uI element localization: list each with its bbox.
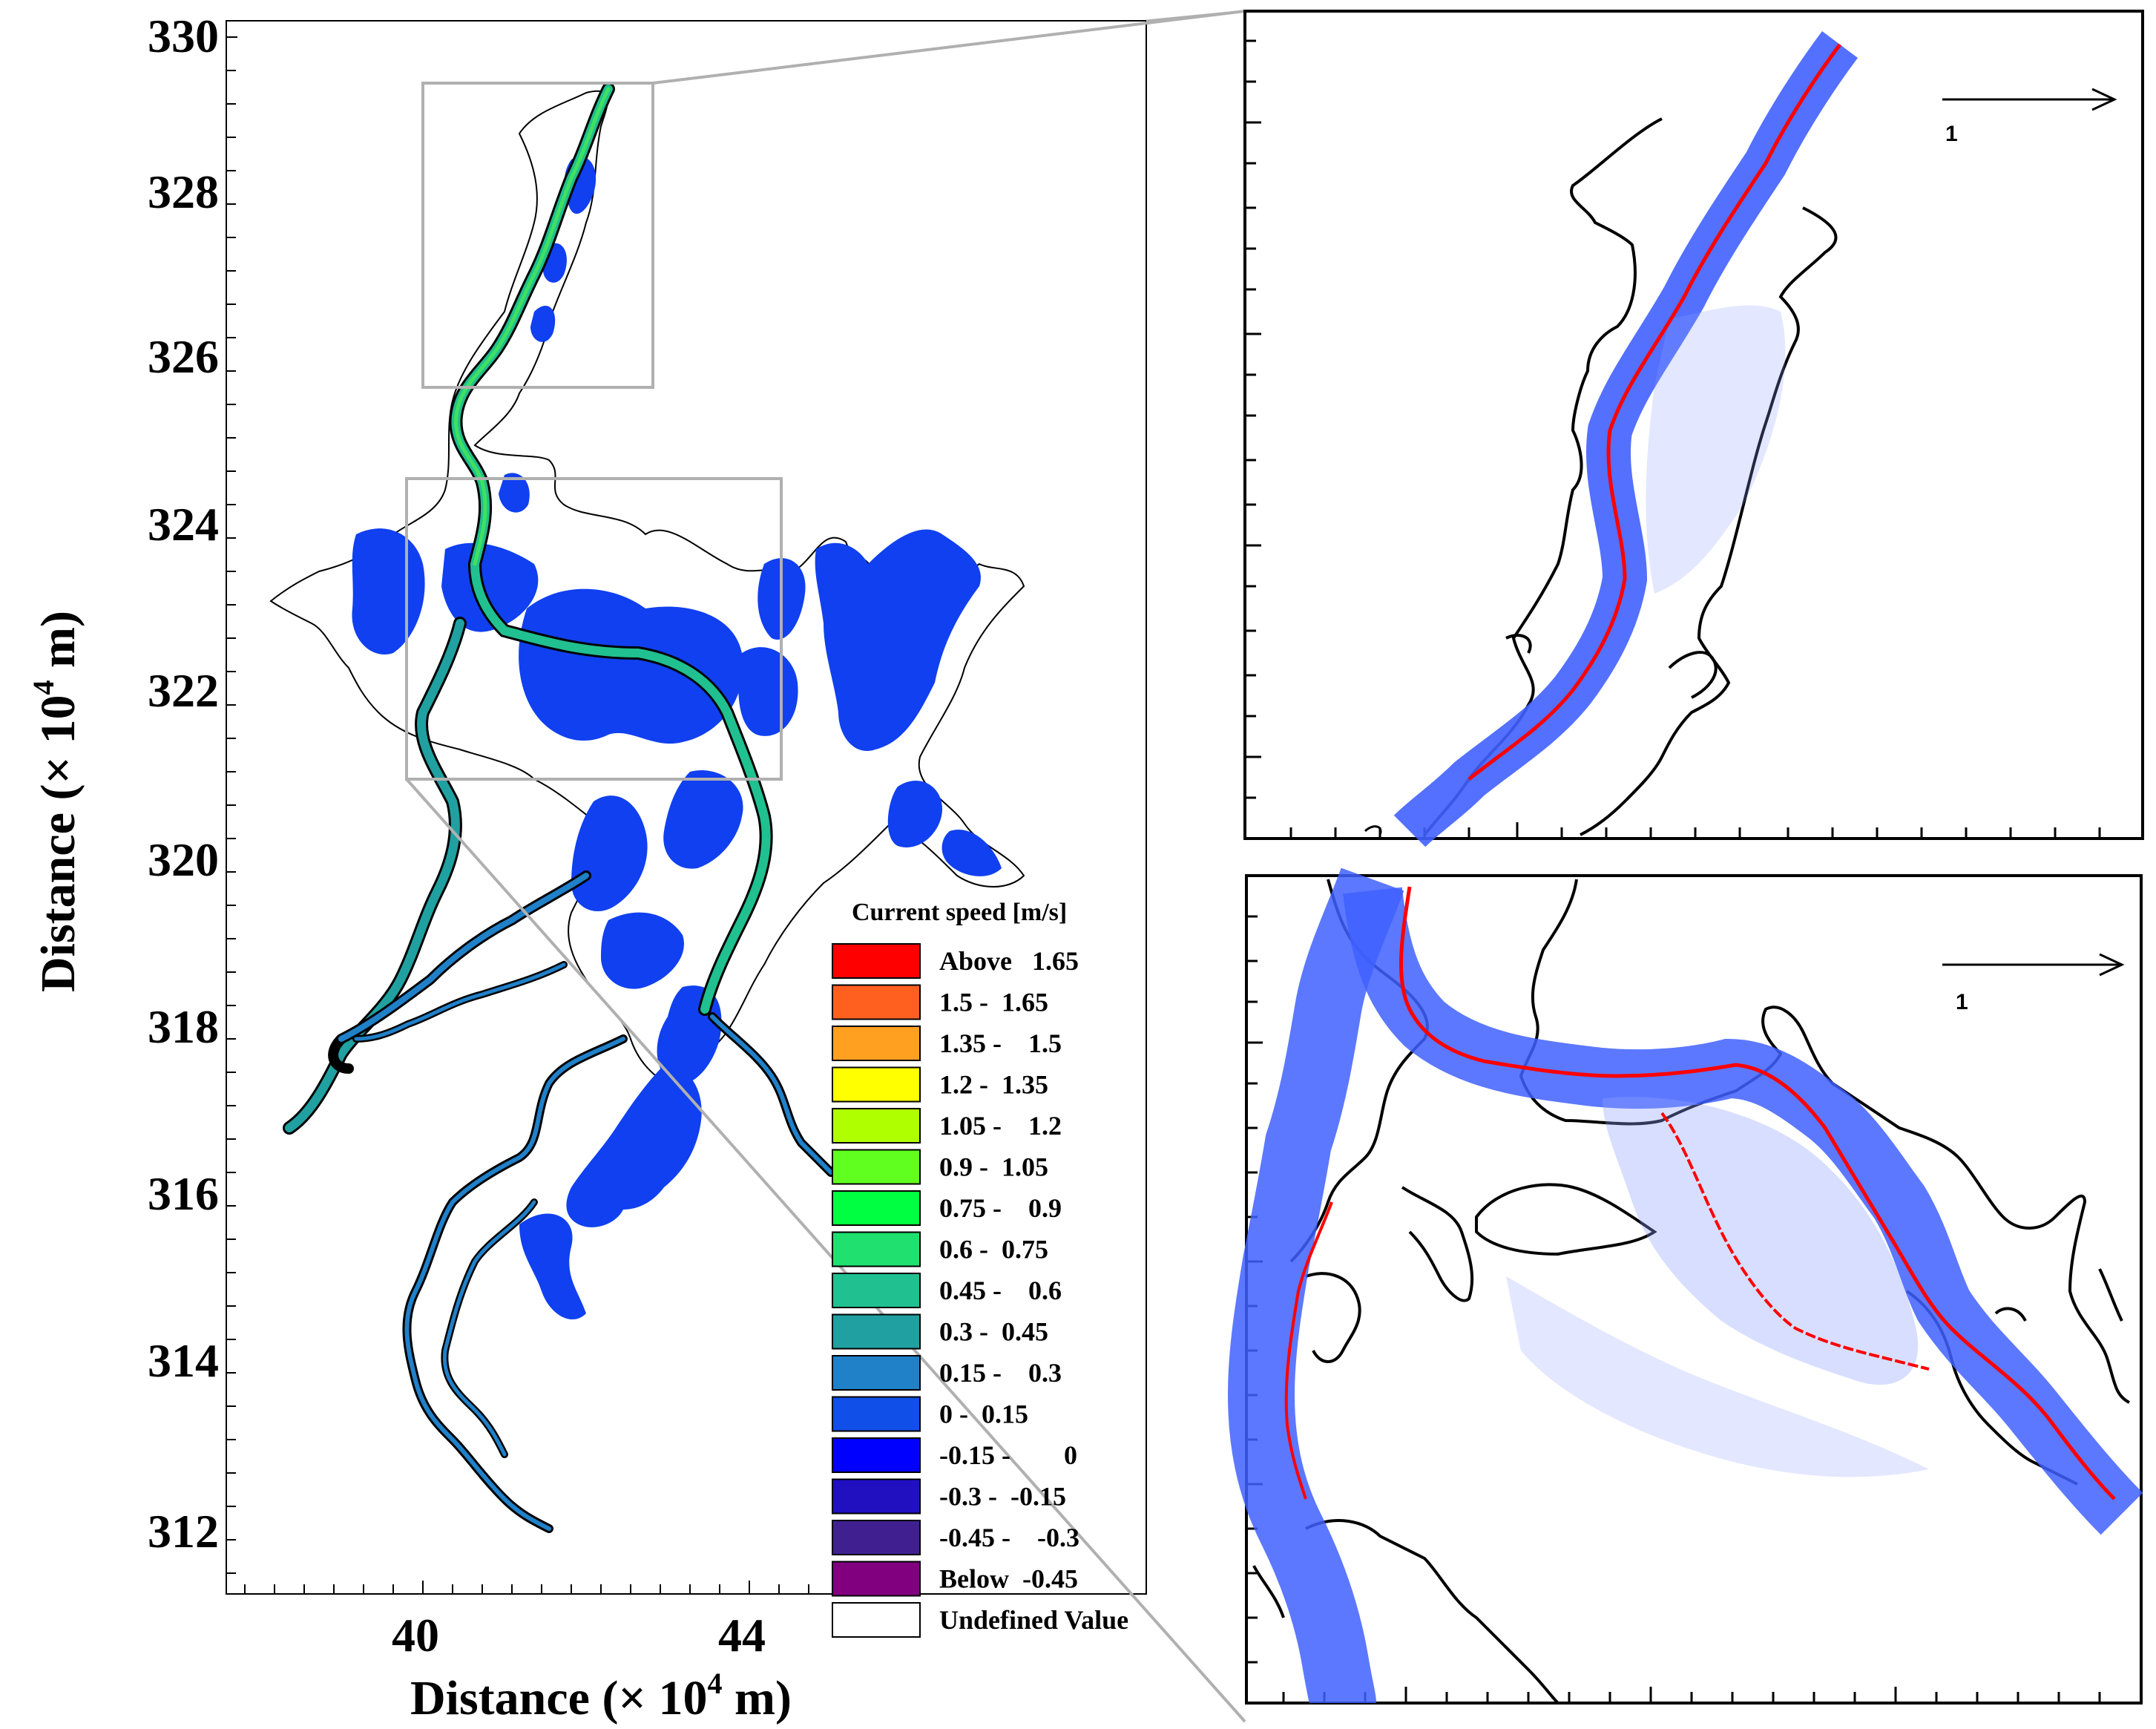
legend: Current speed [m/s] Above 1.65 1.5 - 1.65… [832, 899, 1128, 1638]
legend-swatch [832, 1026, 921, 1061]
legend-swatch [832, 984, 921, 1020]
connector-lower [405, 778, 1246, 1723]
connector-upper-top [652, 10, 1246, 85]
legend-title: Current speed [m/s] [852, 899, 1067, 926]
water-blue-areas [352, 157, 1002, 1320]
bottom-right-panel: 1 [1227, 867, 2143, 1707]
legend-label: 0.6 - 0.75 [939, 1235, 1048, 1264]
y-tick-324: 324 [148, 498, 219, 551]
legend-label: 0.45 - 0.6 [939, 1276, 1062, 1305]
legend-label: 0 - 0.15 [939, 1400, 1028, 1429]
inset-box-lower [405, 477, 783, 781]
left-map-x-minor-ticks [244, 1581, 809, 1594]
top-right-vector-label: 1 [1945, 122, 1958, 146]
lake-outline [269, 90, 1025, 1085]
y-tick-328: 328 [148, 165, 219, 218]
legend-swatch [832, 1602, 921, 1638]
top-right-panel: 1 [1243, 10, 2144, 847]
legend-swatch [832, 1437, 921, 1473]
top-right-islet [1364, 825, 1382, 836]
inset-box-upper [421, 82, 654, 389]
legend-label: Below -0.45 [939, 1564, 1078, 1594]
top-right-reference-vector: 1 [1942, 88, 2117, 146]
legend-label: 1.35 - 1.5 [939, 1028, 1062, 1058]
legend-swatch [832, 1561, 921, 1597]
legend-swatch [832, 1478, 921, 1515]
legend-swatch [832, 1231, 921, 1267]
legend-label: -0.3 - -0.15 [939, 1482, 1066, 1512]
legend-label: -0.15 - 0 [939, 1440, 1077, 1470]
legend-label: 1.05 - 1.2 [939, 1111, 1062, 1141]
left-map-y-tick-labels: 330 328 326 324 322 320 318 316 314 312 [148, 10, 219, 1558]
bottom-right-vector-label: 1 [1956, 990, 1968, 1014]
legend-label: Above 1.65 [939, 946, 1079, 976]
legend-swatch [832, 943, 921, 979]
connector-upper-left [1146, 10, 1246, 22]
legend-items: Above 1.65 1.5 - 1.65 1.35 - 1.5 1.2 - 1.35… [832, 943, 1128, 1638]
legend-swatch [832, 1190, 921, 1226]
top-right-vector-field [1393, 31, 1858, 847]
bottom-right-vector-field [1227, 867, 2143, 1707]
left-map-frame [226, 20, 1147, 1595]
legend-label: 0.75 - 0.9 [939, 1193, 1062, 1223]
x-axis-label: Distance (× 104 m) [410, 1667, 792, 1725]
legend-swatch [832, 1149, 921, 1185]
y-tick-330: 330 [148, 10, 219, 62]
legend-label: 0.9 - 1.05 [939, 1152, 1048, 1182]
legend-label: -0.45 - -0.3 [939, 1523, 1079, 1552]
legend-swatch [832, 1396, 921, 1432]
y-tick-318: 318 [148, 1000, 219, 1053]
x-tick-40: 40 [392, 1609, 439, 1661]
legend-swatch [832, 1066, 921, 1103]
bottom-right-reference-vector: 1 [1942, 953, 2125, 1014]
y-tick-322: 322 [148, 664, 219, 717]
x-tick-44: 44 [718, 1609, 766, 1661]
legend-label: 1.2 - 1.35 [939, 1070, 1048, 1100]
top-right-shoreline-east [1580, 206, 1838, 836]
legend-swatch [832, 1108, 921, 1144]
river-channels [283, 82, 835, 1533]
y-axis-label: Distance (× 104 m) [27, 611, 85, 992]
top-right-frame [1243, 10, 2144, 840]
y-tick-316: 316 [148, 1167, 219, 1220]
top-right-inlet [1668, 651, 1718, 699]
reservoir-map [269, 82, 1025, 1533]
left-map-panel: 330 328 326 324 322 320 318 316 314 312 … [27, 10, 1246, 1725]
legend-swatch [832, 1520, 921, 1555]
legend-swatch [832, 1313, 921, 1350]
y-tick-326: 326 [148, 330, 219, 383]
y-tick-314: 314 [148, 1334, 219, 1387]
legend-label: 0.15 - 0.3 [939, 1358, 1062, 1388]
legend-label: 0.3 - 0.45 [939, 1317, 1048, 1347]
legend-swatch [832, 1273, 921, 1308]
legend-label: 1.5 - 1.65 [939, 988, 1048, 1017]
legend-swatch [832, 1355, 921, 1391]
top-right-inlet-2 [1505, 634, 1532, 654]
left-map-y-minor-ticks [226, 36, 237, 1574]
y-tick-312: 312 [148, 1505, 219, 1558]
y-tick-320: 320 [148, 833, 219, 886]
legend-label: Undefined Value [939, 1605, 1128, 1635]
